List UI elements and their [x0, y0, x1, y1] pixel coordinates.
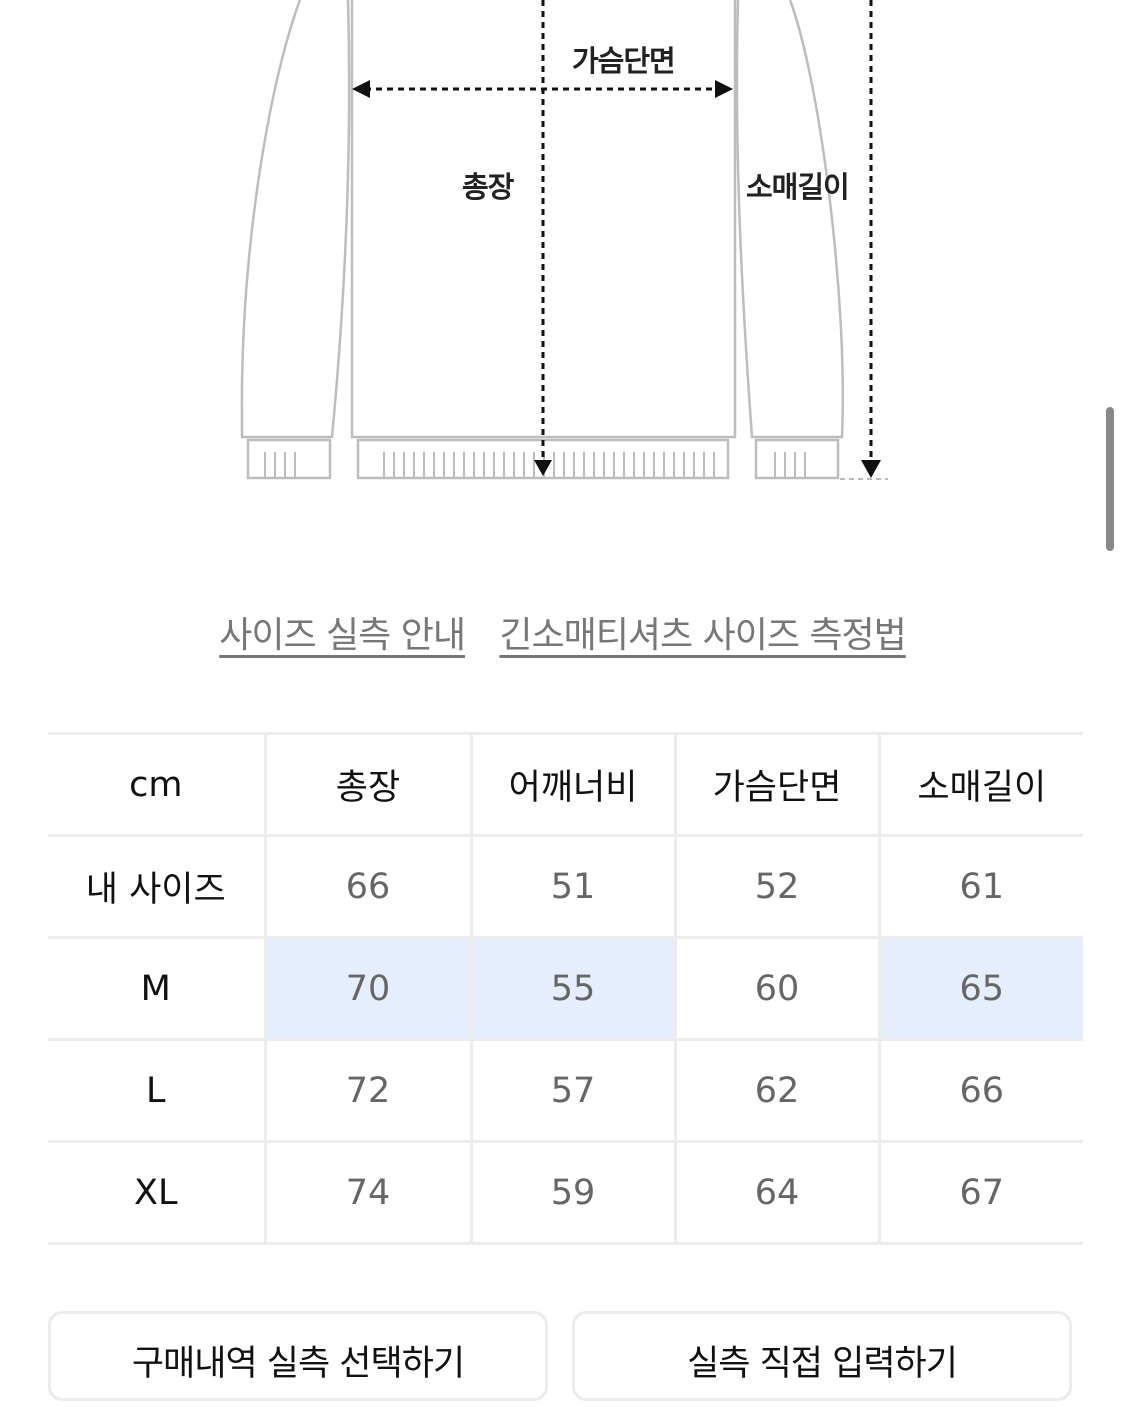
cell: 62	[673, 1038, 881, 1143]
table-row: M 70 55 60 65	[48, 936, 1083, 1041]
size-guide-link[interactable]: 사이즈 실측 안내	[219, 615, 466, 656]
chest-label: 가슴단면	[572, 44, 676, 78]
cell: 66	[877, 1038, 1083, 1143]
cell: 60	[673, 936, 881, 1041]
header-cell: cm	[48, 732, 267, 837]
scrollbar[interactable]	[1106, 407, 1114, 551]
measure-method-link[interactable]: 긴소매티셔츠 사이즈 측정법	[499, 615, 906, 656]
row-label: 내 사이즈	[48, 834, 267, 939]
cuff-ribbing	[264, 452, 806, 478]
table-row: 내 사이즈 66 51 52 61	[48, 834, 1083, 939]
size-table: cm 총장 어깨너비 가슴단면 소매길이 내 사이즈 66 51 52 61 M…	[48, 732, 1083, 1245]
sleeve-label: 소매길이	[746, 170, 850, 204]
cell: 57	[469, 1038, 677, 1143]
cell: 64	[673, 1140, 881, 1245]
table-row: XL 74 59 64 67	[48, 1140, 1083, 1245]
cell: 67	[877, 1140, 1083, 1245]
length-label: 총장	[462, 170, 514, 204]
direct-input-button[interactable]: 실측 직접 입력하기	[572, 1311, 1072, 1401]
header-cell: 소매길이	[877, 732, 1083, 837]
highlighted-cell: 65	[877, 936, 1083, 1041]
cell: 61	[877, 834, 1083, 939]
cell: 51	[469, 834, 677, 939]
cell: 72	[263, 1038, 473, 1143]
row-label: L	[48, 1038, 267, 1143]
row-label: M	[48, 936, 267, 1041]
highlighted-cell: 70	[263, 936, 473, 1041]
select-purchase-history-button[interactable]: 구매내역 실측 선택하기	[48, 1311, 548, 1401]
size-links: 사이즈 실측 안내 긴소매티셔츠 사이즈 측정법	[0, 606, 1125, 658]
cell: 74	[263, 1140, 473, 1245]
header-cell: 가슴단면	[673, 732, 881, 837]
table-row: L 72 57 62 66	[48, 1038, 1083, 1143]
row-label: XL	[48, 1140, 267, 1245]
header-cell: 총장	[263, 732, 473, 837]
cell: 59	[469, 1140, 677, 1245]
size-diagram	[240, 0, 888, 480]
cell: 52	[673, 834, 881, 939]
measure-arrows	[352, 0, 888, 480]
cell: 66	[263, 834, 473, 939]
table-header-row: cm 총장 어깨너비 가슴단면 소매길이	[48, 732, 1083, 837]
highlighted-cell: 55	[469, 936, 677, 1041]
header-cell: 어깨너비	[469, 732, 677, 837]
